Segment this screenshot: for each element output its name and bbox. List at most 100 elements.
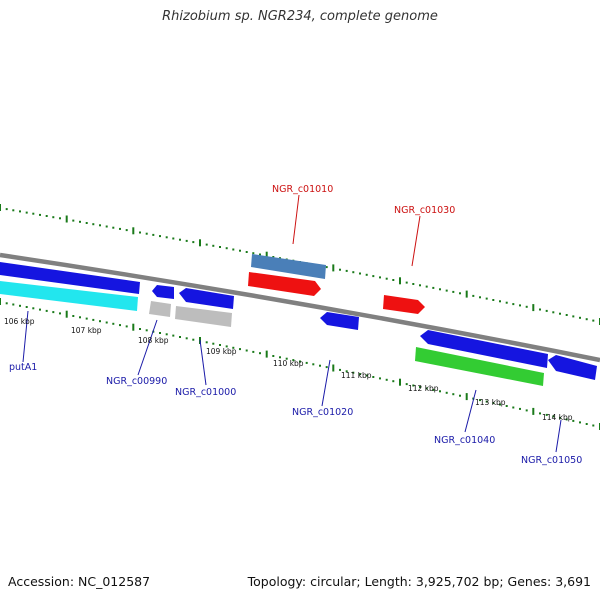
minor-tick [479,399,481,402]
minor-tick [512,406,515,409]
minor-tick [172,334,175,337]
map-title: Rhizobium sp. NGR234, complete genome [162,9,438,24]
gene-feature-reverse[interactable] [420,330,548,368]
minor-tick [105,321,108,324]
minor-tick [152,233,155,236]
gene-feature-cyan[interactable] [0,281,138,311]
minor-tick [59,217,61,220]
minor-tick [52,311,55,314]
gene-feature-reverse[interactable] [179,288,234,309]
minor-tick [92,318,95,321]
minor-tick [5,208,8,211]
minor-tick [125,229,128,232]
gene-feature-reverse[interactable] [320,312,359,330]
minor-tick [392,279,395,281]
minor-tick [585,423,588,425]
gene-label[interactable]: NGR_c01040 [434,435,495,446]
minor-tick [432,388,435,391]
minor-tick [185,239,188,242]
minor-tick [105,225,108,228]
minor-tick [385,277,388,280]
gene-feature-green[interactable] [415,347,544,386]
gene-feature-red[interactable] [383,295,425,314]
minor-tick [512,303,515,306]
gene-label[interactable]: NGR_c01010 [272,184,333,195]
major-tick [132,323,135,331]
minor-tick [292,359,295,362]
gene-label[interactable]: NGR_c01050 [521,455,582,466]
gene-label[interactable]: NGR_c00990 [106,376,167,387]
minor-tick [579,316,581,319]
gene-feature-gray[interactable] [149,301,171,317]
minor-tick [39,213,41,216]
minor-tick [559,312,561,315]
minor-tick [559,416,561,419]
gene-label[interactable]: NGR_c01030 [394,205,455,216]
minor-tick [259,253,261,256]
major-tick [199,239,201,247]
minor-tick [232,346,235,349]
minor-tick [352,271,355,274]
minor-tick [12,303,15,306]
minor-tick [205,243,208,246]
minor-tick [392,380,395,383]
minor-tick [519,304,521,307]
major-tick [532,407,535,415]
kbp-label: 106 kbp [4,317,35,326]
minor-tick [452,393,455,396]
minor-tick [505,405,508,407]
minor-tick [419,386,421,388]
minor-tick [312,363,315,366]
minor-tick [245,251,248,253]
minor-tick [205,341,208,344]
major-tick [65,310,68,318]
minor-tick [405,383,408,386]
gene-label[interactable]: putA1 [9,362,37,373]
major-tick [465,290,468,298]
minor-tick [32,307,35,310]
gene-feature-steelblue[interactable] [251,254,326,279]
minor-tick [385,378,388,381]
minor-tick [325,266,328,269]
minor-tick [539,308,541,311]
gene-feature-gray[interactable] [175,306,232,327]
major-tick [399,378,401,386]
minor-tick [372,275,375,278]
minor-tick [345,370,348,373]
minor-tick [25,211,28,214]
minor-tick [92,223,95,226]
minor-tick [452,290,455,293]
gene-feature-reverse[interactable] [548,355,597,380]
minor-tick [379,276,381,279]
minor-tick [239,348,241,351]
gene-feature-forward[interactable] [0,262,140,294]
kbp-label: 110 kbp [273,359,304,368]
minor-tick [459,292,461,295]
minor-tick [79,220,81,223]
gene-label[interactable]: NGR_c01020 [292,407,353,418]
minor-tick [325,366,328,369]
minor-tick [12,209,15,212]
kbp-label: 107 kbp [71,326,102,335]
minor-tick [492,299,495,301]
minor-tick [525,409,528,412]
major-tick [132,227,135,235]
minor-tick [239,249,241,252]
minor-tick [565,314,568,316]
gene-feature-reverse[interactable] [152,285,174,299]
minor-tick [59,312,61,315]
gene-feature-red[interactable] [248,272,321,296]
minor-tick [545,309,548,312]
minor-tick [585,318,588,321]
minor-tick [45,309,48,312]
minor-tick [499,403,501,406]
minor-tick [245,349,248,352]
minor-tick [592,424,595,427]
gene-label[interactable]: NGR_c01000 [175,387,236,398]
minor-tick [352,371,355,374]
minor-tick [519,407,521,410]
minor-tick [319,364,321,367]
minor-tick [272,256,275,258]
minor-tick [112,322,115,325]
